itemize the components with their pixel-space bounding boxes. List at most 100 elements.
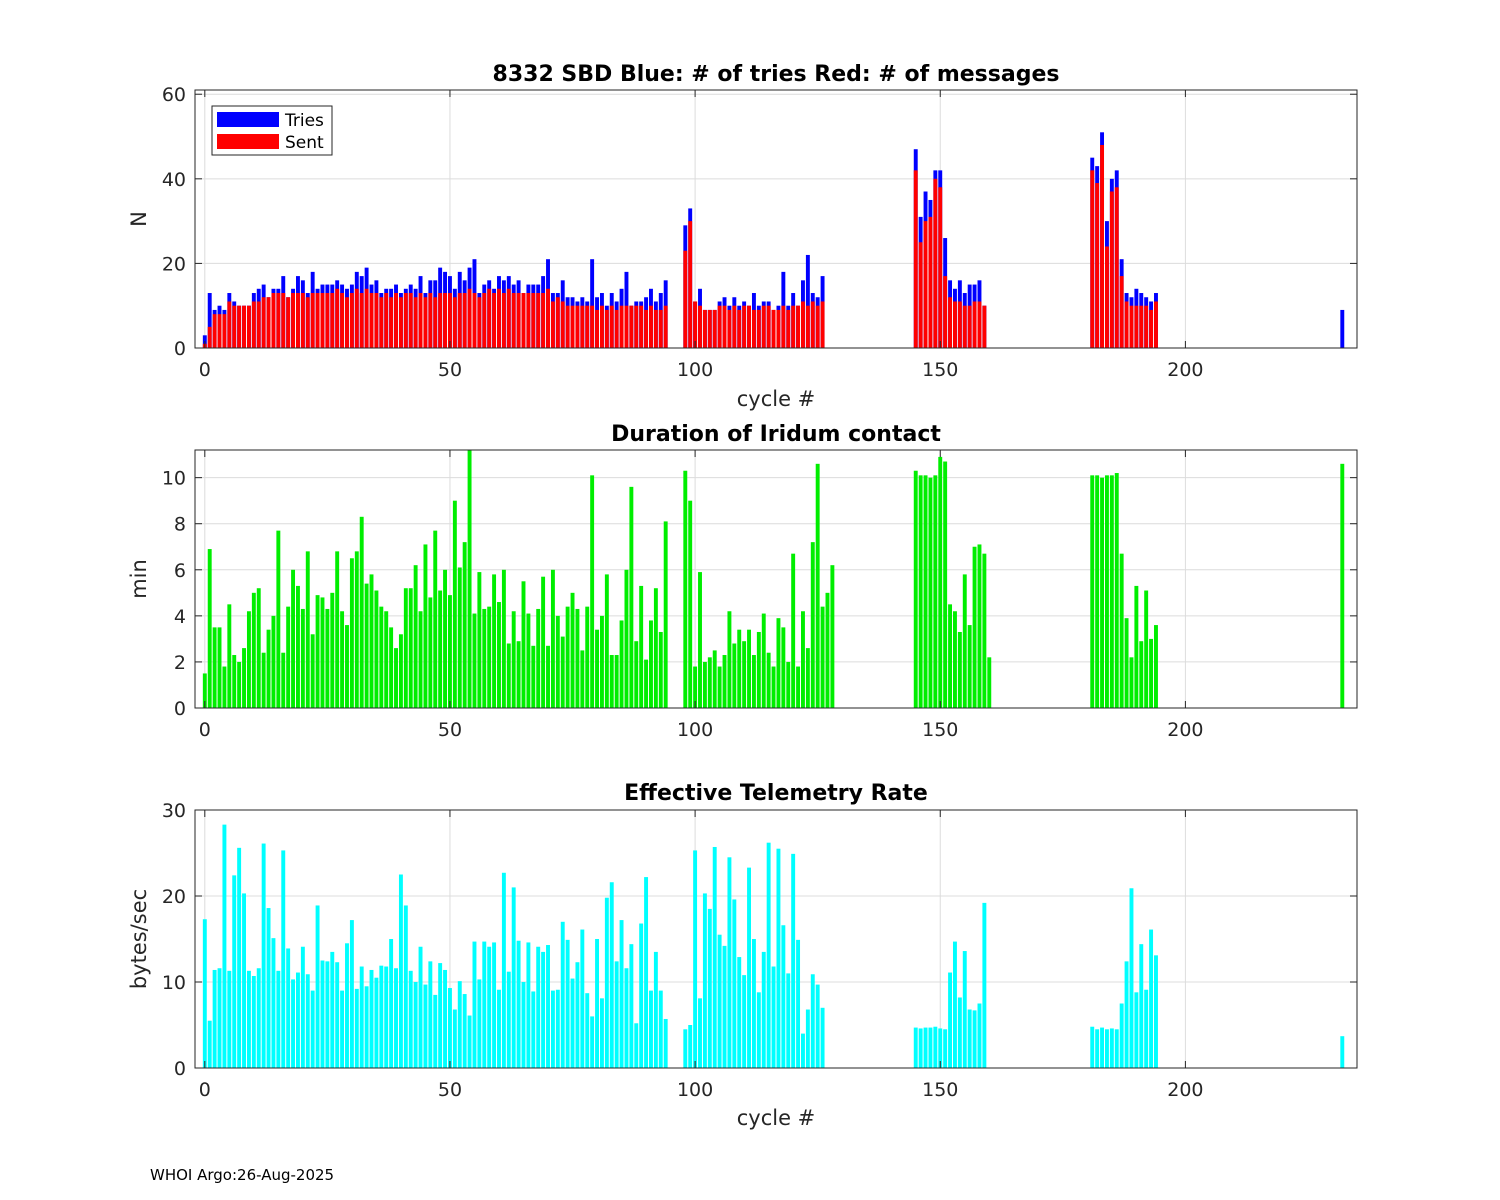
bar-duration: [1340, 463, 1345, 708]
bar-sent: [276, 293, 281, 348]
x-tick-label: 0: [199, 1079, 211, 1101]
bar-sent: [982, 305, 987, 348]
bar-sent: [320, 293, 325, 348]
bar-duration: [246, 611, 251, 708]
bar-rate: [570, 978, 575, 1068]
bar-sent: [443, 293, 448, 348]
x-axis-label: cycle #: [737, 1106, 816, 1130]
bar-rate: [232, 875, 237, 1068]
legend-swatch-tries: [217, 112, 279, 127]
bar-rate: [810, 974, 815, 1068]
y-tick-label: 10: [162, 972, 186, 994]
bar-sent: [369, 293, 374, 348]
bar-duration: [688, 500, 693, 708]
bar-rate: [340, 990, 345, 1068]
bar-sent: [786, 309, 791, 348]
bar-rate: [501, 872, 506, 1068]
bar-duration: [354, 551, 359, 708]
bar-duration: [433, 530, 438, 708]
bar-rate: [418, 946, 423, 1068]
bar-rate: [702, 893, 707, 1068]
bar-duration: [781, 627, 786, 708]
bar-rate: [1134, 992, 1139, 1068]
bar-sent: [688, 221, 693, 348]
bar-duration: [987, 657, 992, 708]
bar-rate: [619, 920, 624, 1068]
y-tick-label: 0: [174, 338, 186, 360]
bar-sent: [555, 297, 560, 348]
x-tick-label: 200: [1167, 1079, 1203, 1101]
bar-sent: [619, 305, 624, 348]
bar-duration: [359, 516, 364, 708]
bar-rate: [359, 966, 364, 1068]
bar-duration: [526, 613, 531, 708]
bar-sent: [482, 293, 487, 348]
bar-rate: [325, 961, 330, 1068]
bar-sent: [266, 297, 271, 348]
bar-sent: [595, 309, 600, 348]
bar-duration: [1129, 657, 1134, 708]
bar-duration: [801, 611, 805, 708]
x-tick-label: 50: [438, 719, 462, 741]
bar-duration: [825, 592, 830, 708]
bar-sent: [374, 293, 379, 348]
legend: Tries Sent: [211, 105, 333, 156]
bar-rate: [653, 951, 658, 1068]
bar-sent: [1144, 305, 1149, 348]
bar-duration: [217, 627, 222, 708]
bar-rate: [408, 970, 413, 1068]
bar-rate: [933, 1026, 938, 1068]
bar-sent: [413, 297, 418, 348]
bar-sent: [1134, 305, 1139, 348]
bar-rate: [546, 945, 550, 1068]
x-tick-label: 0: [199, 359, 211, 381]
bar-duration: [913, 470, 918, 708]
bar-duration: [202, 673, 207, 708]
bar-rate: [237, 847, 242, 1068]
bar-sent: [629, 305, 634, 348]
bar-duration: [707, 657, 712, 708]
bar-sent: [536, 293, 541, 348]
bar-rate: [644, 877, 649, 1068]
bar-duration: [369, 574, 374, 708]
bar-sent: [237, 305, 242, 348]
bar-duration: [629, 486, 634, 708]
bar-rate: [438, 963, 443, 1068]
bar-rate: [403, 905, 408, 1068]
bar-sent: [271, 293, 276, 348]
bar-duration: [457, 567, 462, 708]
bar-rate: [982, 902, 987, 1068]
bar-sent: [1154, 301, 1158, 348]
bar-rate: [805, 1009, 810, 1068]
bar-rate: [389, 939, 394, 1068]
bar-sent: [918, 242, 923, 348]
legend-label-sent: Sent: [285, 133, 324, 153]
bar-duration: [521, 581, 526, 708]
bar-rate: [462, 994, 467, 1068]
bar-rate: [1090, 1026, 1095, 1068]
bar-sent: [575, 305, 580, 348]
bar-sent: [511, 293, 516, 348]
ticks: 0 50 100 150 200 0 2 4 6 8 10: [162, 450, 1357, 741]
bar-sent: [952, 301, 957, 348]
bar-rate: [747, 867, 751, 1068]
bar-rate: [345, 943, 349, 1068]
bar-duration: [349, 558, 354, 708]
bar-rate: [1104, 1029, 1109, 1068]
bars: [202, 450, 1345, 708]
bar-tries: [1340, 309, 1345, 348]
bar-rate: [300, 946, 305, 1068]
bar-sent: [644, 309, 649, 348]
bar-rate: [217, 968, 222, 1068]
bar-duration: [1100, 477, 1105, 708]
bar-sent: [1124, 301, 1129, 348]
x-tick-label: 200: [1167, 359, 1203, 381]
bar-duration: [506, 643, 511, 708]
bar-duration: [722, 655, 727, 708]
bar-duration: [467, 450, 472, 708]
bar-sent: [403, 293, 408, 348]
bar-duration: [604, 574, 609, 708]
bar-sent: [447, 293, 452, 348]
bar-duration: [242, 648, 246, 708]
bar-rate: [599, 998, 604, 1068]
